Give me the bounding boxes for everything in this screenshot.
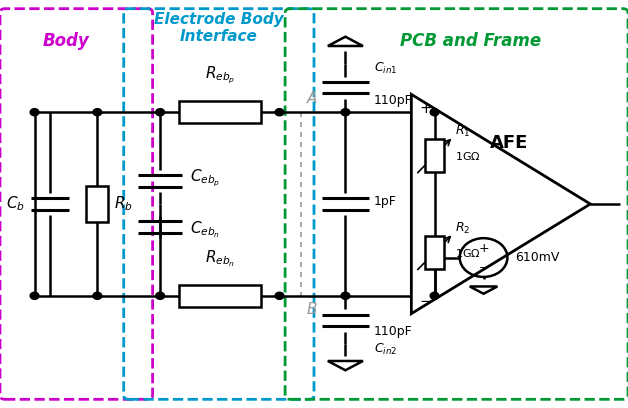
Bar bbox=[179, 285, 261, 306]
Text: 610mV: 610mV bbox=[515, 251, 560, 264]
Text: Body: Body bbox=[43, 32, 89, 50]
Text: $-$: $-$ bbox=[479, 261, 489, 271]
Text: 110pF: 110pF bbox=[374, 326, 413, 338]
Circle shape bbox=[341, 292, 350, 299]
Bar bbox=[425, 139, 444, 172]
Circle shape bbox=[275, 292, 284, 299]
Text: $R_2$: $R_2$ bbox=[455, 221, 470, 236]
Text: $C_{in2}$: $C_{in2}$ bbox=[374, 342, 397, 357]
Bar bbox=[87, 186, 109, 222]
Text: 1G$\Omega$: 1G$\Omega$ bbox=[455, 150, 481, 162]
Text: $C_{eb_p}$: $C_{eb_p}$ bbox=[190, 168, 220, 189]
Text: $R_b$: $R_b$ bbox=[114, 195, 133, 213]
Circle shape bbox=[30, 109, 39, 116]
Text: AFE: AFE bbox=[489, 134, 528, 152]
Circle shape bbox=[430, 292, 439, 299]
Text: $C_{in1}$: $C_{in1}$ bbox=[374, 61, 397, 77]
Text: 110pF: 110pF bbox=[374, 94, 413, 107]
Circle shape bbox=[275, 109, 284, 116]
Text: 1G$\Omega$: 1G$\Omega$ bbox=[455, 247, 481, 259]
Text: $R_{eb_p}$: $R_{eb_p}$ bbox=[205, 64, 235, 86]
Circle shape bbox=[156, 292, 165, 299]
Circle shape bbox=[93, 109, 102, 116]
Bar bbox=[179, 102, 261, 123]
Text: B: B bbox=[306, 302, 317, 317]
Circle shape bbox=[30, 292, 39, 299]
Text: A: A bbox=[306, 91, 317, 106]
Text: $C_{eb_n}$: $C_{eb_n}$ bbox=[190, 219, 220, 240]
Text: +: + bbox=[419, 101, 431, 115]
Text: Electrode Body
Interface: Electrode Body Interface bbox=[154, 12, 283, 44]
Bar bbox=[425, 236, 444, 269]
Circle shape bbox=[93, 292, 102, 299]
Circle shape bbox=[156, 109, 165, 116]
Text: $R_1$: $R_1$ bbox=[455, 124, 471, 139]
Text: 1pF: 1pF bbox=[374, 195, 396, 208]
Text: $C_b$: $C_b$ bbox=[6, 195, 25, 213]
Text: +: + bbox=[479, 242, 489, 255]
Text: $-$: $-$ bbox=[419, 293, 432, 307]
Circle shape bbox=[341, 109, 350, 116]
Text: $R_{eb_n}$: $R_{eb_n}$ bbox=[205, 249, 235, 269]
Text: PCB and Frame: PCB and Frame bbox=[401, 32, 541, 50]
Circle shape bbox=[430, 109, 439, 116]
